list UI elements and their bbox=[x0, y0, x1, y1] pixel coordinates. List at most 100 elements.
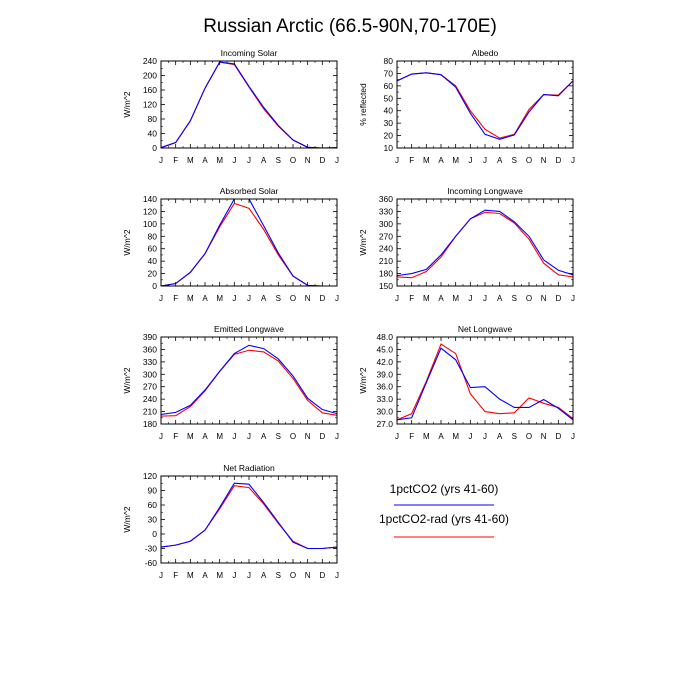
y-tick-label: 100 bbox=[143, 219, 157, 229]
y-tick-label: -60 bbox=[145, 558, 158, 568]
x-tick-label: M bbox=[187, 432, 194, 441]
x-tick-label: J bbox=[468, 156, 472, 165]
x-tick-label: M bbox=[216, 571, 223, 580]
x-tick-label: A bbox=[202, 156, 208, 165]
x-tick-label: A bbox=[202, 432, 208, 441]
x-tick-label: D bbox=[319, 294, 325, 303]
series-line-net-longwave-1pctco2-rad-yrs-41-60 bbox=[397, 343, 573, 421]
series-line-emitted-longwave-1pctco2-yrs-41-60 bbox=[161, 344, 337, 416]
y-tick-label: 300 bbox=[143, 369, 157, 379]
y-axis-label: W/m^2 bbox=[122, 91, 132, 117]
x-tick-label: A bbox=[497, 294, 503, 303]
y-tick-label: 150 bbox=[379, 281, 393, 291]
panel-net-longwave: J F M A M J J A S O N D J27.030.033.036.039.042.045.… bbox=[358, 324, 575, 441]
x-tick-label: J bbox=[247, 294, 251, 303]
x-tick-label: J bbox=[232, 156, 236, 165]
x-tick-label: O bbox=[526, 294, 532, 303]
x-tick-label: M bbox=[423, 156, 430, 165]
panel-title-net-radiation: Net Radiation bbox=[223, 463, 275, 473]
x-tick-label: J bbox=[395, 432, 399, 441]
y-tick-label: 40 bbox=[148, 256, 158, 266]
x-tick-label: F bbox=[409, 294, 414, 303]
x-tick-label: A bbox=[497, 432, 503, 441]
panel-title-incoming-solar: Incoming Solar bbox=[221, 48, 278, 58]
x-tick-label: A bbox=[438, 156, 444, 165]
y-tick-label: 90 bbox=[148, 486, 158, 496]
y-tick-label: 60 bbox=[148, 244, 158, 254]
y-tick-label: 330 bbox=[379, 206, 393, 216]
x-tick-label: O bbox=[526, 432, 532, 441]
y-tick-label: 40 bbox=[384, 106, 394, 116]
series-line-incoming-longwave-1pctco2-yrs-41-60 bbox=[397, 209, 573, 277]
x-tick-label: N bbox=[305, 156, 311, 165]
y-tick-label: 10 bbox=[384, 143, 394, 153]
x-tick-label: F bbox=[173, 294, 178, 303]
series-line-absorbed-solar-1pctco2-yrs-41-60 bbox=[161, 199, 337, 286]
x-tick-label: N bbox=[305, 294, 311, 303]
legend: 1pctCO2 (yrs 41-60) 1pctCO2-rad (yrs 41-… bbox=[379, 482, 509, 538]
y-tick-label: 160 bbox=[143, 85, 157, 95]
y-tick-label: 360 bbox=[379, 194, 393, 204]
x-tick-label: J bbox=[468, 294, 472, 303]
x-tick-label: S bbox=[276, 571, 281, 580]
x-tick-label: J bbox=[232, 432, 236, 441]
y-tick-label: 80 bbox=[384, 56, 394, 66]
y-tick-label: 0 bbox=[152, 529, 157, 539]
series-line-incoming-solar-1pctco2-rad-yrs-41-60 bbox=[161, 61, 337, 148]
y-tick-label: 36.0 bbox=[376, 382, 393, 392]
y-tick-label: 330 bbox=[143, 357, 157, 367]
series-line-incoming-solar-1pctco2-yrs-41-60 bbox=[161, 61, 337, 148]
y-axis-label: W/m^2 bbox=[122, 506, 132, 532]
y-tick-label: 40 bbox=[148, 129, 158, 139]
y-tick-label: 120 bbox=[143, 471, 157, 481]
y-tick-label: 300 bbox=[379, 219, 393, 229]
y-axis-label: % reflected bbox=[358, 83, 368, 126]
panel-title-incoming-longwave: Incoming Longwave bbox=[447, 186, 523, 196]
series-line-emitted-longwave-1pctco2-rad-yrs-41-60 bbox=[161, 349, 337, 417]
y-tick-label: 50 bbox=[384, 93, 394, 103]
x-tick-label: F bbox=[173, 156, 178, 165]
x-tick-label: J bbox=[468, 432, 472, 441]
y-axis-label: W/m^2 bbox=[358, 367, 368, 393]
x-tick-label: A bbox=[438, 432, 444, 441]
x-tick-label: J bbox=[247, 432, 251, 441]
y-tick-label: 20 bbox=[384, 131, 394, 141]
x-tick-label: M bbox=[423, 432, 430, 441]
y-tick-label: 240 bbox=[143, 56, 157, 66]
y-tick-label: 390 bbox=[143, 332, 157, 342]
y-tick-label: 180 bbox=[143, 419, 157, 429]
y-tick-label: 240 bbox=[143, 394, 157, 404]
x-tick-label: M bbox=[452, 156, 459, 165]
x-tick-label: D bbox=[555, 156, 561, 165]
x-tick-label: N bbox=[305, 571, 311, 580]
x-tick-label: M bbox=[187, 294, 194, 303]
x-tick-label: J bbox=[159, 571, 163, 580]
y-tick-label: 140 bbox=[143, 194, 157, 204]
x-tick-label: J bbox=[232, 571, 236, 580]
legend-label-1pctco2: 1pctCO2 (yrs 41-60) bbox=[390, 482, 499, 496]
y-tick-label: 20 bbox=[148, 269, 158, 279]
y-tick-label: 30.0 bbox=[376, 407, 393, 417]
x-tick-label: D bbox=[319, 571, 325, 580]
x-tick-label: O bbox=[290, 432, 296, 441]
x-tick-label: J bbox=[247, 571, 251, 580]
x-tick-label: F bbox=[173, 432, 178, 441]
x-tick-label: J bbox=[483, 294, 487, 303]
x-tick-label: J bbox=[247, 156, 251, 165]
y-tick-label: 210 bbox=[143, 407, 157, 417]
y-tick-label: 180 bbox=[379, 269, 393, 279]
x-tick-label: A bbox=[261, 571, 267, 580]
x-tick-label: A bbox=[261, 432, 267, 441]
panel-absorbed-solar: J F M A M J J A S O N D J020406080100120140Absorbed … bbox=[122, 186, 339, 303]
x-tick-label: A bbox=[438, 294, 444, 303]
x-tick-label: D bbox=[319, 432, 325, 441]
y-tick-label: 0 bbox=[152, 143, 157, 153]
series-line-albedo-1pctco2-yrs-41-60 bbox=[397, 72, 573, 140]
x-tick-label: J bbox=[335, 571, 339, 580]
y-tick-label: 270 bbox=[143, 382, 157, 392]
